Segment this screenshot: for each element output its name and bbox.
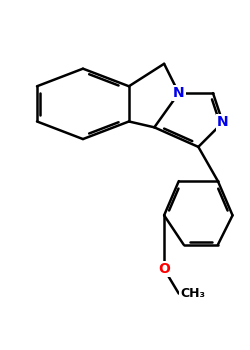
Text: N: N: [217, 116, 228, 130]
Text: CH₃: CH₃: [180, 287, 205, 300]
Text: N: N: [173, 86, 184, 100]
Text: O: O: [158, 262, 170, 276]
